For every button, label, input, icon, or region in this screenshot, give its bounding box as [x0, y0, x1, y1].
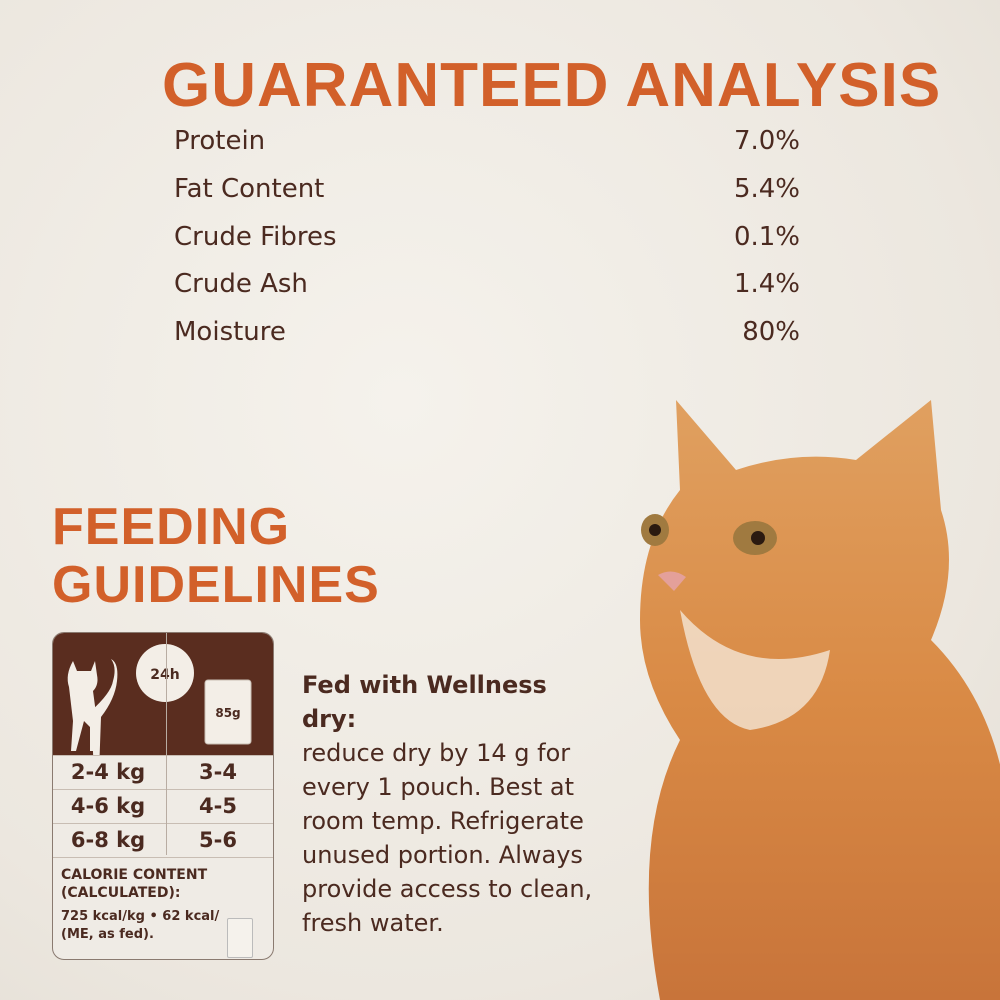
analysis-row: Crude Fibres 0.1% — [174, 222, 800, 252]
cat-silhouette-icon — [67, 659, 118, 755]
analysis-row: Moisture 80% — [174, 317, 800, 347]
svg-text:24h: 24h — [150, 667, 179, 683]
table-row: 4-6 kg 4-5 — [53, 789, 273, 823]
guaranteed-analysis-title: GUARANTEED ANALYSIS — [162, 51, 942, 120]
analysis-value: 0.1% — [733, 222, 800, 252]
analysis-value: 80% — [742, 317, 800, 347]
note-body: reduce dry by 14 g for every 1 pouch. Be… — [302, 739, 593, 937]
analysis-value: 1.4% — [733, 269, 800, 299]
small-pouch-icon — [227, 918, 253, 958]
analysis-label: Protein — [174, 126, 266, 156]
analysis-row: Protein 7.0% — [174, 126, 800, 156]
feeding-table: 24h 85g 2-4 kg 3-4 4-6 kg 4-5 6-8 kg 5-6 CA… — [52, 632, 274, 960]
feeding-guidelines-title: FEEDING GUIDELINES — [52, 498, 380, 614]
title-line: GUIDELINES — [52, 556, 380, 614]
cat-weight: 2-4 kg — [70, 760, 146, 784]
calorie-content: CALORIE CONTENT (CALCULATED): 725 kcal/k… — [53, 857, 273, 958]
analysis-label: Crude Fibres — [174, 222, 337, 252]
pouch-count: 4-5 — [199, 794, 237, 818]
table-row: 2-4 kg 3-4 — [53, 755, 273, 789]
analysis-label: Moisture — [174, 317, 286, 347]
calorie-value: 725 kcal/kg • 62 kcal/ — [61, 909, 220, 924]
analysis-value: 7.0% — [733, 126, 800, 156]
clock-24h-icon: 24h — [136, 644, 194, 702]
analysis-label: Fat Content — [174, 174, 325, 204]
analysis-label: Crude Ash — [174, 269, 308, 299]
pouch-count: 5-6 — [199, 828, 237, 852]
analysis-row: Crude Ash 1.4% — [174, 269, 800, 299]
title-line: FEEDING — [52, 498, 291, 556]
table-header: 24h 85g — [53, 633, 273, 755]
cat-weight: 4-6 kg — [70, 794, 146, 818]
analysis-row: Fat Content 5.4% — [174, 174, 800, 204]
kitten-photo — [640, 400, 1000, 1000]
analysis-value: 5.4% — [733, 174, 800, 204]
feeding-note: Fed with Wellness dry: reduce dry by 14 … — [302, 668, 602, 940]
note-heading: Fed with Wellness dry: — [302, 671, 547, 733]
calorie-heading: CALORIE CONTENT — [61, 867, 208, 883]
pouch-count: 3-4 — [199, 760, 237, 784]
column-divider — [166, 633, 167, 855]
table-row: 6-8 kg 5-6 — [53, 823, 273, 857]
calorie-value: (ME, as fed). — [61, 927, 154, 942]
svg-text:85g: 85g — [215, 706, 240, 720]
cat-weight: 6-8 kg — [70, 828, 146, 852]
pouch-icon: 85g — [204, 679, 252, 745]
header-icons: 24h 85g — [67, 644, 252, 755]
calorie-heading: (CALCULATED): — [61, 885, 181, 901]
